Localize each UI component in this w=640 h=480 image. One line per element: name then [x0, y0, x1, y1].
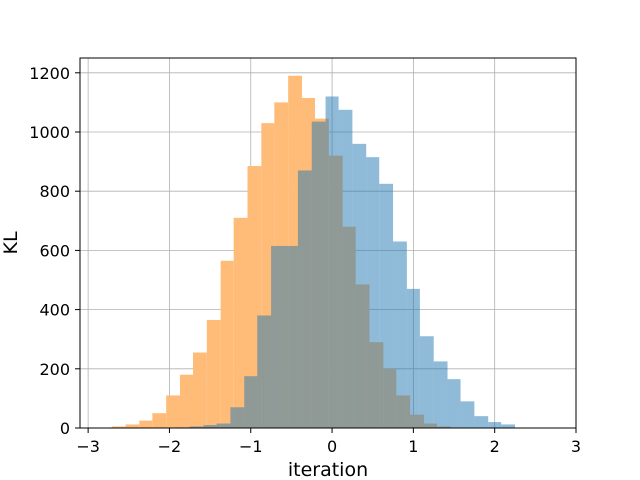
histogram-bar-series-1 [352, 143, 367, 428]
histogram-bar-series-1 [297, 170, 312, 429]
histogram-bar-series-1 [501, 424, 516, 428]
histogram-bar-series-0 [139, 420, 153, 428]
y-tick-label: 1000 [29, 123, 70, 142]
histogram-bar-series-1 [366, 157, 380, 428]
x-tick-label: −2 [158, 437, 182, 456]
histogram-bars [111, 75, 516, 429]
histogram-bar-series-0 [193, 352, 207, 428]
histogram-bar-series-0 [166, 395, 181, 428]
x-tick-label: 0 [327, 437, 337, 456]
y-axis-label: KL [0, 231, 22, 254]
x-tick-label: 2 [490, 437, 500, 456]
y-tick-label: 200 [39, 360, 70, 379]
histogram-bar-series-1 [406, 288, 420, 428]
histogram-bar-series-1 [379, 183, 394, 428]
histogram-bar-series-1 [393, 241, 407, 428]
histogram-bar-series-1 [216, 423, 231, 428]
histogram-bar-series-1 [474, 416, 489, 428]
y-tick-label: 1200 [29, 64, 70, 83]
histogram-bar-series-0 [111, 426, 126, 428]
histogram-bar-series-0 [206, 319, 221, 428]
x-tick-label: −1 [239, 437, 263, 456]
y-tick-label: 400 [39, 301, 70, 320]
histogram-bar-series-0 [233, 217, 248, 428]
histogram-bar-series-1 [271, 245, 285, 428]
histogram-bar-series-1 [311, 121, 326, 428]
y-tick-label: 800 [39, 182, 70, 201]
histogram-bar-series-0 [220, 260, 234, 428]
histogram-bar-series-1 [488, 422, 502, 428]
plot-frame [79, 57, 577, 429]
x-tick-label: 3 [571, 437, 581, 456]
x-tick-label: 1 [408, 437, 418, 456]
histogram-bar-series-1 [325, 96, 339, 428]
histogram-bar-series-1 [189, 426, 204, 428]
histogram-bar-series-1 [338, 109, 353, 429]
histogram-bar-series-1 [447, 379, 461, 428]
histogram-bar-series-1 [230, 407, 245, 428]
histogram-bar-series-1 [244, 376, 258, 428]
y-tick-label: 0 [60, 419, 70, 438]
histogram-bar-series-0 [125, 424, 140, 428]
histogram-bar-series-1 [257, 315, 272, 428]
y-tick-label: 600 [39, 241, 70, 260]
histogram-bar-series-1 [419, 336, 434, 428]
histogram-bar-series-1 [433, 361, 448, 428]
x-tick-label: −3 [76, 437, 100, 456]
axis-ticks: −3 −2 −1 0 1 2 3 0 200 400 600 800 1000 1200 [29, 64, 581, 456]
histogram-bar-series-1 [460, 401, 475, 428]
x-axis-label: iteration [288, 459, 368, 480]
histogram-bar-series-0 [180, 374, 194, 428]
histogram-bar-series-1 [284, 245, 298, 428]
histogram-bar-series-1 [203, 425, 217, 428]
histogram-bar-series-0 [152, 413, 167, 428]
